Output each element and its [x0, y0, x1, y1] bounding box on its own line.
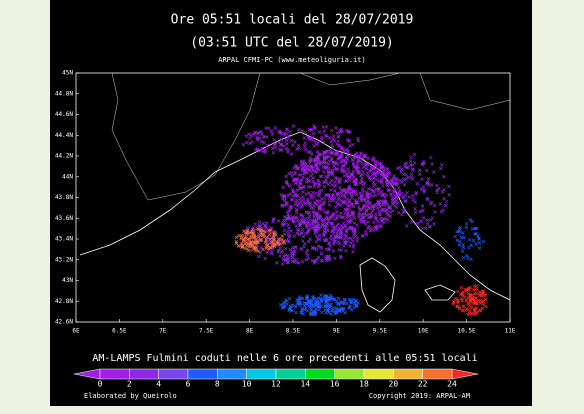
strike-cluster	[278, 293, 360, 317]
colorbar-label: 10	[242, 380, 252, 389]
corsica	[359, 257, 396, 313]
colorbar-segment	[217, 368, 247, 380]
colorbar-segment	[246, 368, 277, 380]
colorbar-label: 12	[271, 380, 281, 389]
strikes	[234, 124, 488, 317]
lon-label: 10E	[418, 328, 429, 335]
colorbar-segment	[363, 368, 394, 380]
lat-label: 44.4N	[55, 132, 73, 139]
strike-cluster	[234, 226, 286, 254]
map: 45N 44.8N 44.6N 44.4N 44.2N 44N 43.8N 43.6N 43.4…	[55, 70, 516, 335]
border	[111, 72, 511, 201]
strike-cluster	[451, 284, 488, 317]
colorbar-label: 18	[359, 380, 369, 389]
title: Ore 05:51 locali del 28/07/2019	[171, 13, 414, 28]
lat-label: 45N	[62, 70, 73, 77]
lon-label: 8.5E	[286, 328, 301, 335]
lon-label: 6E	[72, 328, 80, 335]
lon-label: 7E	[159, 328, 167, 335]
colorbar-label: 4	[156, 380, 161, 389]
strike-cluster	[241, 124, 361, 156]
lat-label: 44.2N	[55, 153, 73, 160]
lon-label: 6.5E	[112, 328, 127, 335]
lat-label: 43.2N	[55, 256, 73, 263]
colorbar-segment	[275, 368, 306, 380]
subtitle: (03:51 UTC del 28/07/2019)	[190, 36, 394, 51]
lat-label: 43.8N	[55, 194, 73, 201]
colorbar-label: 6	[186, 380, 191, 389]
colorbar-label: 16	[330, 380, 340, 389]
lon-label: 9.5E	[373, 328, 388, 335]
lon-label: 8E	[246, 328, 254, 335]
lat-label: 44.6N	[55, 111, 73, 118]
colorbar-segment	[187, 368, 218, 380]
colorbar-label: 14	[301, 380, 311, 389]
legend-caption: AM-LAMPS Fulmini coduti nelle 6 ore prec…	[92, 353, 477, 364]
lon-label: 7.5E	[199, 328, 214, 335]
lat-label: 43.4N	[55, 236, 73, 243]
colorbar-segment	[305, 368, 335, 380]
lat-label: 43N	[62, 277, 73, 284]
strike-cluster	[390, 152, 451, 231]
colorbar: 0 2 4 6 8 10 12 14 16 18 20 22 24	[73, 368, 479, 389]
lat-label: 44.8N	[55, 90, 73, 97]
lon-label: 9E	[333, 328, 341, 335]
footer-right: Copyright 2019: ARPAL-AM	[369, 392, 470, 400]
colorbar-label: 0	[98, 380, 103, 389]
colorbar-segment	[129, 368, 159, 380]
map-frame	[75, 72, 511, 323]
colorbar-segment	[99, 368, 130, 380]
coastline	[79, 131, 511, 301]
colorbar-label: 20	[389, 380, 399, 389]
footer-left: Elaborated by Queirolo	[84, 392, 177, 400]
lat-label: 43.6N	[55, 215, 73, 222]
colorbar-label: 22	[418, 380, 428, 389]
lon-label: 11E	[505, 328, 516, 335]
colorbar-segment	[158, 368, 189, 380]
colorbar-label: 24	[447, 380, 457, 389]
strike-cluster	[453, 218, 486, 261]
elba	[424, 284, 456, 301]
lat-label: 42.6N	[55, 319, 73, 326]
colorbar-label: 8	[215, 380, 220, 389]
colorbar-segment	[334, 368, 365, 380]
colorbar-segment	[393, 368, 423, 380]
lat-label: 42.8N	[55, 298, 73, 305]
lat-label: 44N	[62, 173, 73, 180]
lon-label: 10.5E	[458, 328, 476, 335]
strike-cluster	[279, 149, 402, 241]
source: ARPAL CFMI-PC (www.meteoliguria.it)	[218, 56, 366, 64]
colorbar-segment	[422, 368, 453, 380]
colorbar-label: 2	[127, 380, 132, 389]
